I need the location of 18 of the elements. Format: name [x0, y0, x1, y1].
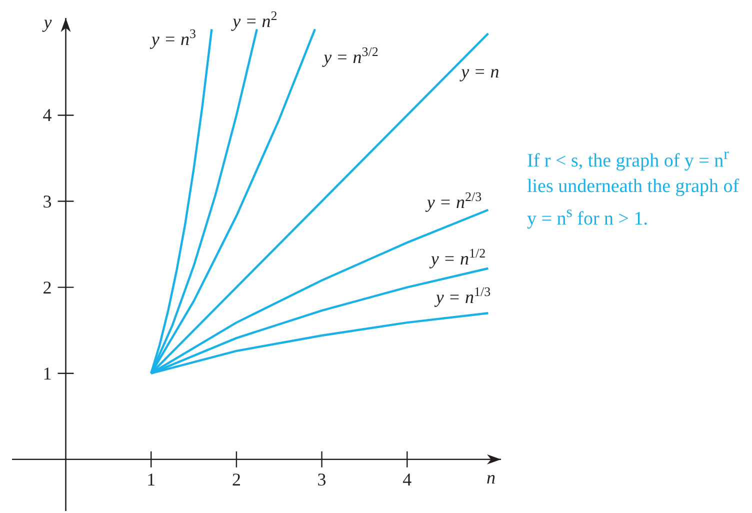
x-axis-title: n: [486, 467, 496, 488]
x-tick-label: 4: [402, 469, 412, 490]
x-tick-label: 1: [146, 469, 156, 490]
x-tick-label: 3: [317, 469, 326, 490]
series-label: y = n$^{1/3}$: [434, 284, 491, 308]
series-label: y = n: [459, 61, 500, 82]
y-tick-label: 2: [42, 277, 52, 298]
y-tick-label: 1: [42, 363, 52, 384]
series-label: y = n$^{1/2}$: [428, 244, 486, 268]
x-tick-label: 2: [232, 469, 241, 490]
series-label: y = n$^{2/3}$: [424, 188, 482, 212]
text: If r < s, the graph of y = n$^{r}$ lies underneath the graph of y = n$^{s}$ for n > 1.: [527, 145, 740, 232]
series-label: y = n$^{3/2}$: [322, 44, 378, 68]
series-label: y = n$^{2}$: [230, 8, 278, 32]
y-tick-label: 3: [42, 191, 52, 212]
series-label: y = n$^{3}$: [149, 26, 196, 50]
y-tick-label: 4: [42, 105, 52, 126]
y-axis-title: y: [42, 12, 52, 32]
